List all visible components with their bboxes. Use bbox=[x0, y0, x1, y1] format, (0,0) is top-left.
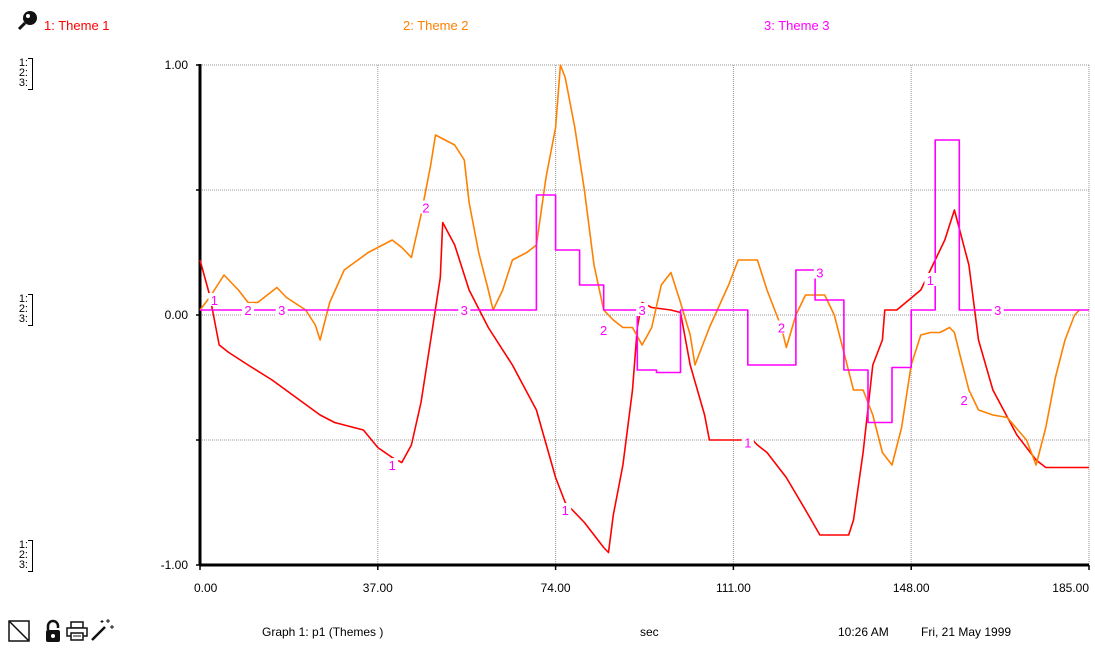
series-label-1: 1 bbox=[211, 293, 218, 308]
series-label-bg bbox=[559, 503, 572, 516]
series-label-2: 2 bbox=[778, 321, 785, 336]
x-tick-label: 37.00 bbox=[363, 581, 393, 595]
legend-theme-3: 3: Theme 3 bbox=[764, 18, 830, 33]
x-axis-units: sec bbox=[640, 625, 659, 639]
x-tick-label: 148.00 bbox=[893, 581, 930, 595]
side-scale-label: 1: bbox=[18, 57, 28, 69]
y-tick-label: 1.00 bbox=[165, 58, 189, 72]
series-label-3: 3 bbox=[278, 303, 285, 318]
magnifier-icon[interactable] bbox=[17, 9, 39, 31]
chart-area: 0.00 37.00 74.00 111.00 148.00 185.00 1.00 0.00… bbox=[161, 58, 1090, 595]
series-label-bg bbox=[924, 273, 937, 286]
series-label-1: 1 bbox=[389, 458, 396, 473]
series-label-1: 1 bbox=[744, 436, 751, 451]
series-label-2: 2 bbox=[244, 303, 251, 318]
series-label-3: 3 bbox=[816, 266, 823, 281]
series-label-bg bbox=[991, 303, 1004, 316]
graph-title: Graph 1: p1 (Themes ) bbox=[262, 625, 384, 639]
side-scale-label: 2: bbox=[18, 67, 28, 79]
timestamp-time: 10:26 AM bbox=[838, 625, 889, 639]
lock-icon[interactable] bbox=[44, 619, 62, 643]
series-label-bg bbox=[208, 293, 221, 306]
series-line-theme-1 bbox=[199, 209, 1089, 554]
legend-theme-1: 1: Theme 1 bbox=[44, 18, 110, 33]
series-line-theme-3 bbox=[200, 139, 1089, 424]
side-scale-label: 2: bbox=[18, 303, 28, 315]
side-scale-label: 1: bbox=[18, 539, 28, 551]
series-label-bg bbox=[813, 265, 826, 279]
series-label-3: 3 bbox=[461, 303, 468, 318]
series-label-bg bbox=[636, 303, 649, 316]
side-scale-label: 3: bbox=[18, 559, 28, 571]
pencil-icon[interactable] bbox=[8, 620, 30, 642]
magic-wand-icon[interactable] bbox=[90, 618, 114, 642]
series-line-theme-2 bbox=[199, 64, 1080, 466]
timestamp-date: Fri, 21 May 1999 bbox=[921, 625, 1012, 639]
series-label-bg bbox=[419, 200, 432, 214]
x-tick-label: 74.00 bbox=[541, 581, 571, 595]
series-label-bg bbox=[597, 323, 610, 336]
series-label-bg bbox=[775, 320, 788, 334]
side-scale-top: 1: 2: 3: bbox=[4, 57, 33, 90]
series-label-bg bbox=[386, 458, 399, 471]
series-label-2: 2 bbox=[600, 323, 607, 338]
side-scale-label: 1: bbox=[18, 293, 28, 305]
x-tick-label: 185.00 bbox=[1052, 581, 1089, 595]
series-label-bg bbox=[242, 303, 255, 316]
series-label-bg bbox=[958, 393, 971, 406]
side-scale-label: 2: bbox=[18, 549, 28, 561]
printer-icon[interactable] bbox=[66, 621, 88, 641]
series-label-1: 1 bbox=[927, 273, 934, 288]
series-label-bg bbox=[741, 435, 754, 449]
series-label-3: 3 bbox=[994, 303, 1001, 318]
series-label-3: 3 bbox=[638, 303, 645, 318]
y-tick-label: -1.00 bbox=[161, 558, 189, 572]
side-scale-label: 3: bbox=[18, 313, 28, 325]
series-label-2: 2 bbox=[422, 201, 429, 216]
series-label-2: 2 bbox=[960, 393, 967, 408]
x-tick-label: 0.00 bbox=[194, 581, 218, 595]
series-label-1: 1 bbox=[562, 503, 569, 518]
x-tick-label: 111.00 bbox=[716, 581, 751, 595]
side-scale-middle: 1: 2: 3: bbox=[4, 293, 33, 326]
series-label-bg bbox=[275, 303, 288, 316]
y-tick-label: 0.00 bbox=[165, 308, 189, 322]
side-scale-bottom: 1: 2: 3: bbox=[4, 539, 33, 572]
side-scale-label: 3: bbox=[18, 77, 28, 89]
legend-theme-2: 2: Theme 2 bbox=[403, 18, 469, 33]
series-label-bg bbox=[458, 303, 471, 316]
